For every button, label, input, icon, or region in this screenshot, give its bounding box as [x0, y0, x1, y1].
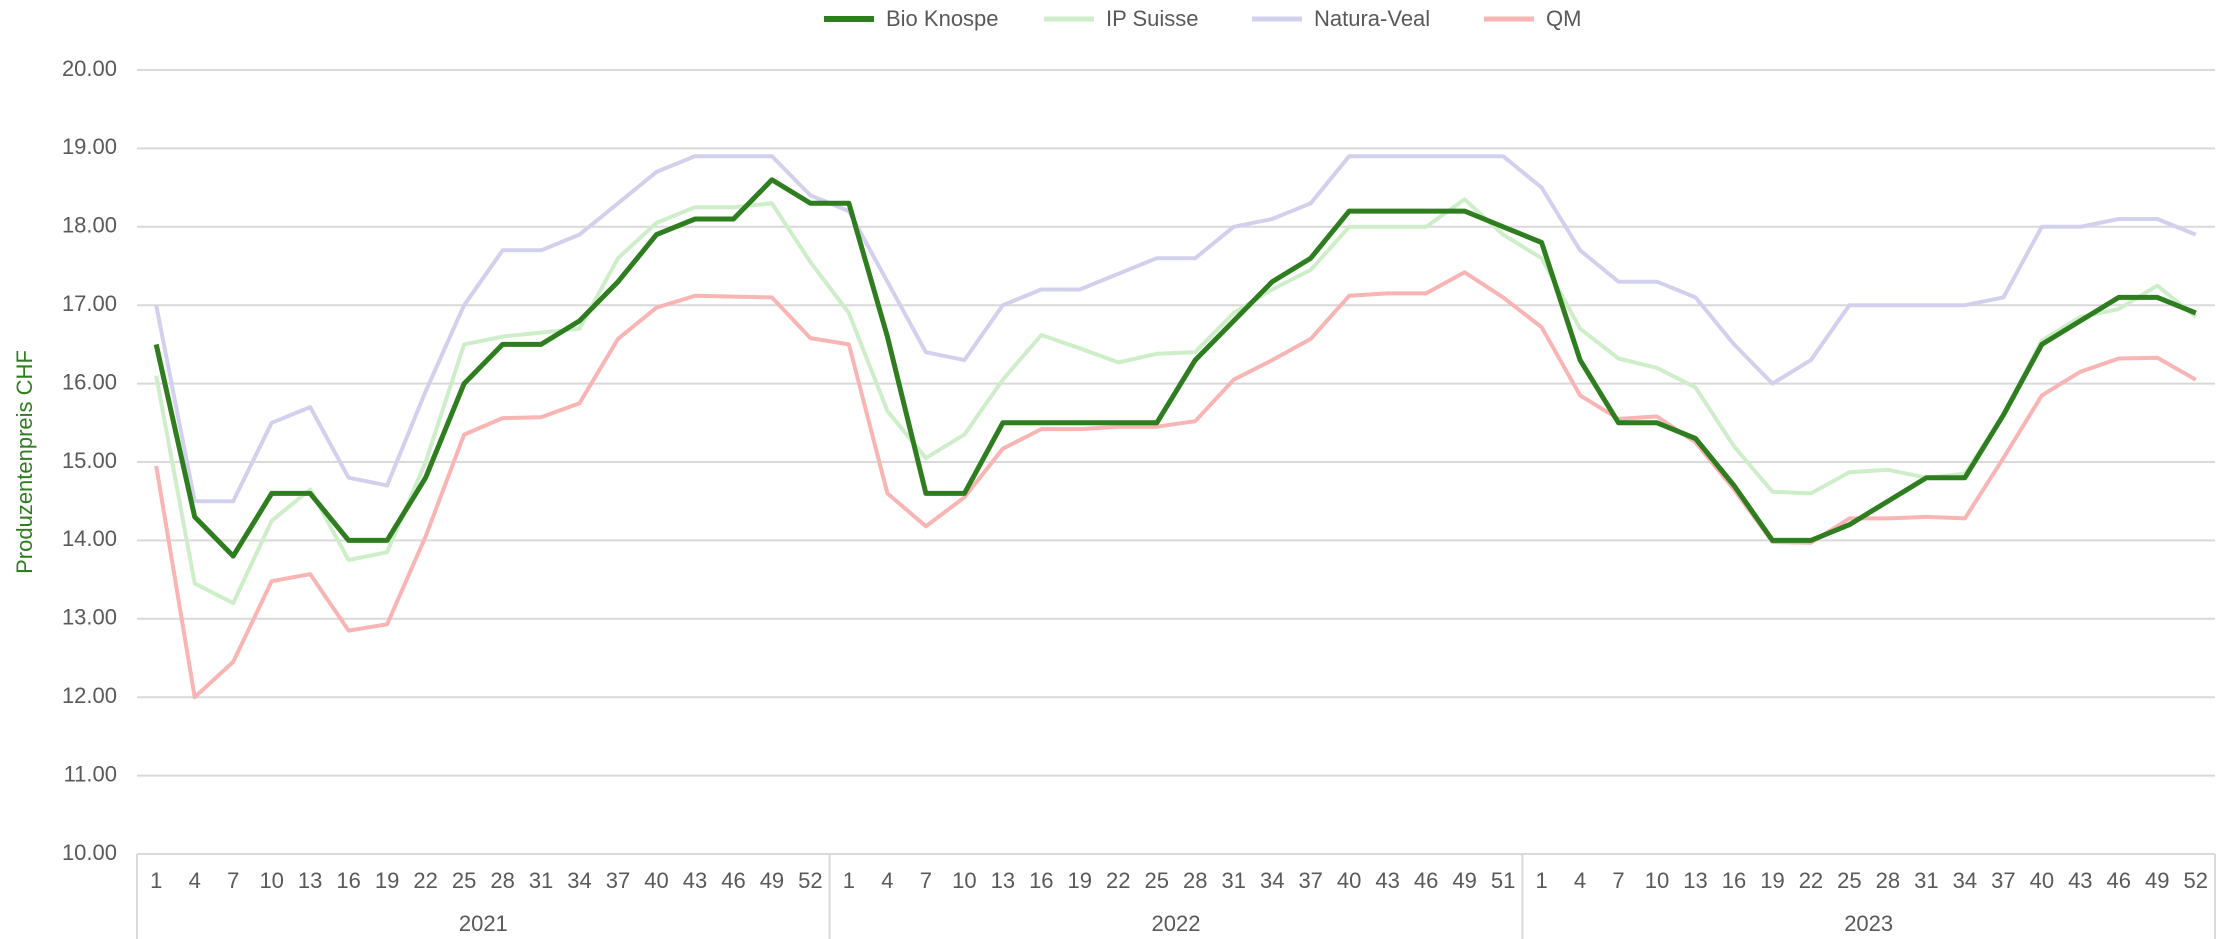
x-tick-label: 34 [1953, 868, 1977, 893]
x-tick-label: 40 [2030, 868, 2054, 893]
x-tick-label: 28 [1183, 868, 1207, 893]
series-line [153, 177, 2197, 559]
x-tick-label: 31 [1914, 868, 1938, 893]
x-tick-label: 16 [336, 868, 360, 893]
x-tick-label: 34 [567, 868, 591, 893]
x-tick-label: 22 [413, 868, 437, 893]
x-tick-label: 25 [1145, 868, 1169, 893]
x-tick-label: 46 [1414, 868, 1438, 893]
x-group-label: 2022 [1152, 911, 1201, 936]
y-tick-label: 12.00 [62, 683, 117, 708]
x-tick-label: 4 [1574, 868, 1586, 893]
x-tick-label: 51 [1491, 868, 1515, 893]
y-tick-label: 17.00 [62, 291, 117, 316]
x-tick-label: 7 [227, 868, 239, 893]
x-tick-label: 13 [298, 868, 322, 893]
x-tick-label: 1 [1535, 868, 1547, 893]
y-tick-label: 10.00 [62, 840, 117, 865]
x-tick-label: 52 [2184, 868, 2208, 893]
x-tick-label: 16 [1029, 868, 1053, 893]
y-axis-label: Produzentenpreis CHF [12, 350, 37, 574]
legend-label: Bio Knospe [886, 6, 999, 31]
x-tick-label: 40 [1337, 868, 1361, 893]
x-tick-label: 4 [189, 868, 201, 893]
legend-label: Natura-Veal [1314, 6, 1430, 31]
y-tick-label: 18.00 [62, 213, 117, 238]
series-line [154, 154, 2197, 504]
series-line [154, 270, 2197, 700]
x-tick-label: 46 [721, 868, 745, 893]
y-tick-label: 20.00 [62, 56, 117, 81]
x-tick-label: 25 [452, 868, 476, 893]
y-tick-label: 11.00 [64, 761, 117, 786]
x-tick-label: 28 [1876, 868, 1900, 893]
x-tick-label: 16 [1722, 868, 1746, 893]
series-line [154, 197, 2198, 606]
y-tick-label: 14.00 [62, 526, 117, 551]
x-tick-label: 22 [1106, 868, 1130, 893]
x-tick-label: 43 [683, 868, 707, 893]
x-tick-label: 7 [1612, 868, 1624, 893]
legend-label: IP Suisse [1106, 6, 1199, 31]
x-group-label: 2021 [459, 911, 508, 936]
x-tick-label: 43 [2068, 868, 2092, 893]
x-tick-label: 46 [2107, 868, 2131, 893]
x-tick-label: 49 [2145, 868, 2169, 893]
x-tick-label: 10 [259, 868, 283, 893]
x-tick-label: 10 [1645, 868, 1669, 893]
x-tick-label: 1 [843, 868, 855, 893]
x-tick-label: 19 [375, 868, 399, 893]
y-tick-label: 15.00 [62, 448, 117, 473]
x-tick-label: 13 [991, 868, 1015, 893]
x-tick-label: 37 [1298, 868, 1322, 893]
x-tick-label: 25 [1837, 868, 1861, 893]
x-tick-label: 31 [529, 868, 553, 893]
x-tick-label: 34 [1260, 868, 1284, 893]
x-tick-label: 1 [150, 868, 162, 893]
x-tick-label: 13 [1683, 868, 1707, 893]
x-tick-label: 49 [1452, 868, 1476, 893]
x-tick-label: 31 [1221, 868, 1245, 893]
x-tick-label: 52 [798, 868, 822, 893]
y-tick-label: 16.00 [62, 369, 117, 394]
x-tick-label: 7 [920, 868, 932, 893]
x-tick-label: 28 [490, 868, 514, 893]
x-tick-label: 19 [1760, 868, 1784, 893]
x-tick-label: 10 [952, 868, 976, 893]
x-tick-label: 4 [881, 868, 893, 893]
x-tick-label: 22 [1799, 868, 1823, 893]
x-tick-label: 37 [1991, 868, 2015, 893]
x-tick-label: 40 [644, 868, 668, 893]
legend-label: QM [1546, 6, 1581, 31]
x-group-label: 2023 [1844, 911, 1893, 936]
y-tick-label: 13.00 [62, 605, 117, 630]
x-tick-label: 37 [606, 868, 630, 893]
x-tick-label: 43 [1375, 868, 1399, 893]
x-tick-label: 19 [1068, 868, 1092, 893]
x-tick-label: 49 [760, 868, 784, 893]
y-tick-label: 19.00 [62, 134, 117, 159]
